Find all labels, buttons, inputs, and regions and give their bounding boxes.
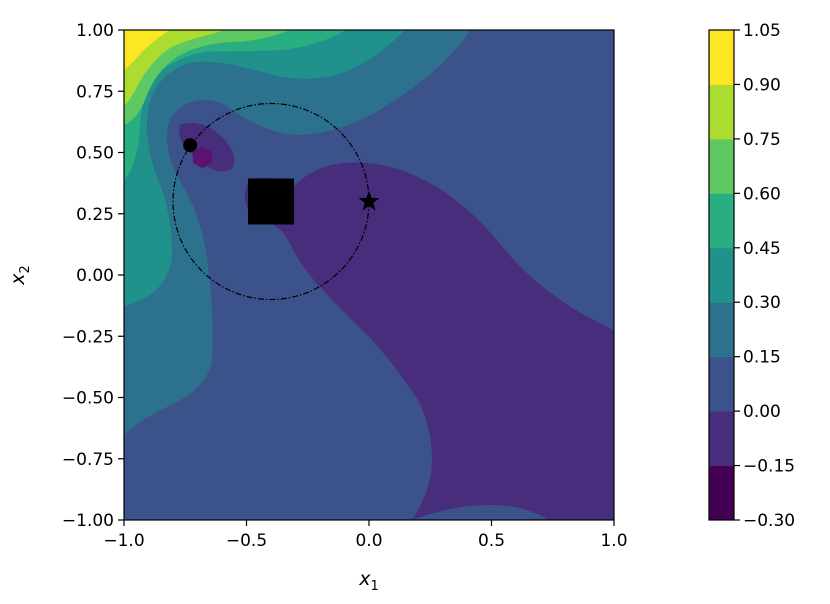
x-tick-label: 0.5: [478, 531, 505, 551]
contour-band-neg0.15-0.00-pocket: [179, 122, 235, 172]
colorbar-frame: [708, 29, 735, 521]
contour-band-0.15-0.30: [124, 30, 470, 435]
colorbar-tick-label: 0.60: [743, 184, 781, 204]
x-axis-ticks: −1.0 −0.5 0.0 0.5 1.0: [103, 520, 628, 551]
x-tick-label: 1.0: [600, 531, 627, 551]
colorbar-tick-label: 0.00: [743, 402, 781, 422]
colorbar-band: [709, 356, 734, 412]
colorbar-tick-label: 0.45: [743, 239, 781, 259]
plot-area: [124, 30, 614, 520]
colorbar-band: [709, 138, 734, 194]
colorbar: −0.30 −0.15 0.00 0.15 0.30 0.45 0.60 0.75 0.90 1.…: [708, 21, 795, 531]
colorbar-tick-label: 0.90: [743, 75, 781, 95]
colorbar-band: [709, 84, 734, 140]
y-tick-label: −0.50: [62, 389, 114, 409]
colorbar-tick-label: −0.15: [743, 457, 795, 477]
colorbar-tick-label: −0.30: [743, 511, 795, 531]
contour-band-0.60-0.75: [124, 30, 290, 125]
colorbar-band: [709, 193, 734, 249]
hexagon-marker: [192, 146, 212, 169]
y-tick-label: −1.00: [62, 511, 114, 531]
y-tick-label: 0.00: [76, 266, 114, 286]
contour-band-0.75-0.90: [124, 30, 225, 106]
x-tick-label: −1.0: [103, 531, 144, 551]
x-axis-label: x1: [358, 568, 379, 594]
colorbar-band: [709, 30, 734, 85]
y-tick-label: −0.75: [62, 450, 114, 470]
y-tick-label: 0.75: [76, 82, 114, 102]
contour-band-neg0.15-0.00: [244, 162, 614, 520]
colorbar-band: [709, 302, 734, 358]
y-tick-label: 0.50: [76, 144, 114, 164]
y-axis-ticks: −1.00 −0.75 −0.50 −0.25 0.00 0.25 0.50 0.75 1.00: [62, 21, 124, 531]
colorbar-band: [709, 411, 734, 467]
x-tick-label: −0.5: [226, 531, 267, 551]
y-axis-label: x2: [7, 265, 33, 286]
y-tick-label: −0.25: [62, 327, 114, 347]
y-tick-label: 0.25: [76, 205, 114, 225]
x-tick-label: 0.0: [355, 531, 382, 551]
contour-band-0.90-1.05: [124, 30, 170, 70]
star-marker: [358, 190, 380, 211]
y-tick-label: 1.00: [76, 21, 114, 41]
square-marker: [248, 178, 294, 225]
colorbar-band: [709, 247, 734, 303]
colorbar-tick-label: 0.15: [743, 348, 781, 368]
colorbar-tick-label: 0.75: [743, 130, 781, 150]
circle-marker: [183, 138, 198, 153]
colorbar-band: [709, 465, 734, 521]
markers: [183, 138, 380, 225]
colorbar-tick-label: 1.05: [743, 21, 781, 41]
colorbar-tick-label: 0.30: [743, 293, 781, 313]
